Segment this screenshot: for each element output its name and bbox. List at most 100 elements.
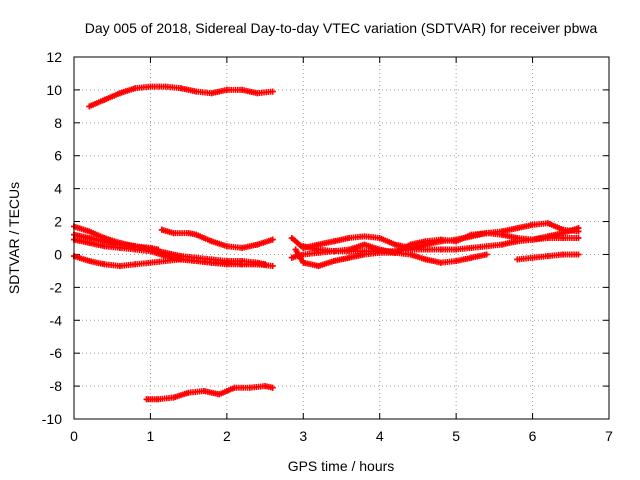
data-point: [292, 246, 299, 253]
data-point: [407, 241, 414, 248]
data-point: [346, 246, 353, 253]
data-point: [529, 254, 536, 261]
data-point: [239, 244, 246, 251]
data-point: [544, 233, 551, 240]
data-point: [560, 230, 567, 237]
data-point: [147, 259, 154, 266]
data-point: [483, 230, 490, 237]
data-point: [376, 235, 383, 241]
data-point: [116, 90, 123, 97]
data-point: [223, 388, 230, 394]
x-tick-labels: 0 1 2 3 4 5 6 7: [70, 428, 613, 444]
data-point: [178, 85, 184, 92]
x-tick-label: 5: [452, 428, 460, 444]
y-tick-label: 8: [54, 115, 62, 131]
data-point: [453, 258, 460, 264]
data-point: [529, 236, 536, 243]
data-point: [231, 384, 238, 391]
data-point: [330, 248, 337, 255]
data-point: [330, 238, 337, 245]
series-track-i: [300, 225, 582, 256]
data-point: [223, 261, 230, 268]
data-point: [254, 90, 261, 97]
data-point: [239, 86, 246, 93]
data-point: [376, 246, 383, 253]
data-point: [86, 235, 93, 241]
data-point: [208, 259, 215, 266]
data-point: [170, 230, 177, 237]
data-point: [392, 241, 398, 248]
data-point: [330, 258, 337, 264]
data-point: [361, 251, 368, 258]
y-tick-label: -6: [50, 345, 63, 361]
data-point: [544, 220, 551, 227]
data-point: [544, 253, 551, 260]
data-point: [200, 388, 207, 394]
data-point: [514, 235, 521, 241]
data-point: [216, 391, 223, 398]
y-tick-label: 2: [54, 214, 62, 230]
y-tick-label: 12: [46, 49, 62, 65]
data-point: [158, 226, 165, 233]
data-point: [468, 244, 475, 251]
x-tick-label: 3: [299, 428, 307, 444]
data-point: [86, 258, 93, 264]
data-point: [300, 243, 307, 250]
data-point: [346, 235, 353, 241]
series-track-h: [292, 246, 490, 269]
data-point: [116, 263, 123, 269]
data-point: [288, 235, 295, 241]
data-point: [483, 243, 490, 250]
data-point: [422, 256, 429, 263]
data-point: [132, 261, 139, 268]
data-point: [147, 83, 154, 90]
data-point: [208, 238, 215, 245]
data-point: [143, 396, 150, 403]
data-point: [132, 243, 139, 250]
data-point: [170, 394, 177, 401]
data-point: [529, 221, 536, 228]
data-point: [101, 261, 108, 268]
data-point: [86, 228, 93, 235]
y-axis-label: SDTVAR / TECUs: [6, 182, 22, 294]
data-point: [346, 254, 353, 261]
data-point: [208, 90, 215, 97]
series-track-upper-10: [86, 83, 276, 110]
plot-frame: [73, 56, 610, 420]
data-point: [101, 238, 108, 245]
data-point: [262, 383, 269, 390]
data-point: [193, 231, 200, 238]
series-track-j: [514, 251, 582, 263]
data-point: [361, 233, 368, 240]
data-point: [116, 241, 123, 248]
x-tick-label: 6: [529, 428, 537, 444]
data-point: [269, 236, 276, 243]
data-point: [132, 85, 139, 92]
data-point: [437, 236, 444, 243]
y-tick-label: 4: [54, 181, 62, 197]
y-tick-label: 10: [46, 82, 62, 98]
data-point: [499, 231, 505, 238]
y-tick-label: -10: [42, 411, 62, 427]
data-point: [254, 241, 261, 248]
data-point: [223, 243, 230, 250]
y-tick-label: 6: [54, 148, 62, 164]
data-point: [437, 246, 444, 253]
data-point: [392, 249, 398, 256]
data-point: [101, 96, 108, 103]
data-point: [223, 86, 230, 93]
x-tick-label: 1: [147, 428, 155, 444]
data-point: [407, 251, 414, 258]
x-tick-label: 4: [376, 428, 384, 444]
x-tick-label: 0: [70, 428, 78, 444]
data-point: [483, 251, 490, 258]
data-point: [468, 254, 475, 261]
data-point: [575, 225, 582, 232]
data-point: [315, 246, 322, 253]
data-point: [560, 251, 567, 258]
data-point: [185, 389, 192, 396]
data-point: [575, 251, 582, 258]
data-point: [254, 261, 261, 268]
x-tick-label: 2: [223, 428, 231, 444]
data-point: [269, 88, 276, 95]
